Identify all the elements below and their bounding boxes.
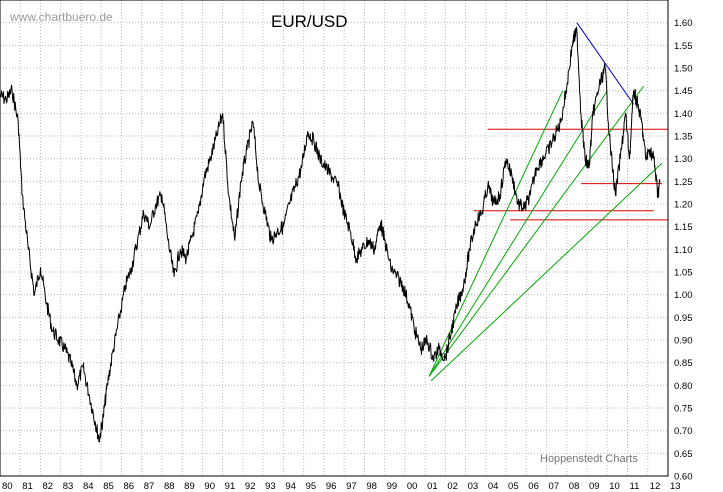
plot-frame (0, 0, 669, 477)
y-tick-label: 1.50 (674, 64, 693, 75)
x-tick-label: 99 (387, 481, 398, 492)
y-tick-label: 1.40 (674, 109, 693, 120)
y-tick-label: 0.75 (674, 404, 693, 415)
y-tick-label: 1.15 (674, 222, 693, 233)
x-tick-label: 03 (468, 481, 479, 492)
y-tick-label: 0.70 (674, 426, 693, 437)
x-tick-label: 10 (609, 481, 620, 492)
x-tick-label: 05 (508, 481, 519, 492)
x-tick-label: 90 (204, 481, 215, 492)
price-series (0, 26, 661, 443)
y-tick-label: 0.85 (674, 358, 693, 369)
footer-credit: Hoppenstedt Charts (540, 453, 638, 465)
x-tick-label: 83 (63, 481, 74, 492)
x-tick-label: 11 (630, 481, 640, 492)
chart-title: EUR/USD (271, 12, 348, 31)
x-tick-label: 96 (326, 481, 337, 492)
x-tick-label: 00 (407, 481, 418, 492)
x-tick-label: 93 (265, 481, 276, 492)
x-tick-label: 13 (670, 481, 681, 492)
x-tick-label: 81 (22, 481, 33, 492)
x-tick-label: 82 (42, 481, 53, 492)
y-tick-label: 1.20 (674, 200, 693, 211)
x-tick-label: 94 (285, 481, 296, 492)
x-tick-label: 97 (346, 481, 357, 492)
y-tick-label: 1.60 (674, 18, 693, 29)
x-tick-label: 07 (549, 481, 560, 492)
y-tick-label: 0.95 (674, 313, 693, 324)
x-tick-label: 89 (184, 481, 195, 492)
y-tick-label: 1.05 (674, 268, 693, 279)
y-tick-label: 0.65 (674, 449, 693, 460)
y-tick-label: 1.35 (674, 132, 693, 143)
x-axis-ticks: 80 81 82 83 84 85 86 87 88 89 90 91 92 93 94 95 96 97 98 99… (2, 481, 681, 492)
y-tick-label: 0.80 (674, 381, 693, 392)
x-tick-label: 02 (447, 481, 458, 492)
x-tick-label: 80 (2, 481, 13, 492)
trend-line (428, 85, 645, 377)
y-tick-label: 1.45 (674, 86, 693, 97)
series-line (0, 26, 661, 443)
x-tick-label: 87 (144, 481, 155, 492)
y-tick-label: 1.30 (674, 154, 693, 165)
y-axis-ticks: 0.60 0.65 0.70 0.75 0.80 0.85 0.90 0.95 1.00 1.05… (674, 18, 693, 482)
x-tick-label: 09 (589, 481, 600, 492)
x-tick-label: 84 (83, 481, 94, 492)
y-tick-label: 0.60 (674, 472, 693, 483)
y-tick-label: 1.10 (674, 245, 693, 256)
x-tick-label: 88 (164, 481, 175, 492)
trend-line (430, 162, 663, 382)
y-tick-label: 1.55 (674, 41, 693, 52)
x-tick-label: 04 (488, 481, 499, 492)
x-tick-label: 08 (569, 481, 580, 492)
watermark-text: www.chartbuero.de (9, 10, 113, 24)
trendlines (428, 22, 668, 382)
x-tick-label: 12 (650, 481, 661, 492)
x-tick-label: 91 (225, 481, 236, 492)
x-tick-label: 85 (103, 481, 114, 492)
x-tick-label: 06 (528, 481, 539, 492)
x-tick-label: 01 (427, 481, 438, 492)
x-tick-label: 98 (366, 481, 377, 492)
y-tick-label: 1.25 (674, 177, 693, 188)
x-tick-label: 92 (245, 481, 256, 492)
y-tick-label: 0.90 (674, 336, 693, 347)
y-tick-label: 1.00 (674, 290, 693, 301)
x-tick-label: 86 (123, 481, 134, 492)
x-tick-label: 95 (306, 481, 317, 492)
trend-line (428, 90, 608, 377)
trend-line (576, 22, 634, 105)
